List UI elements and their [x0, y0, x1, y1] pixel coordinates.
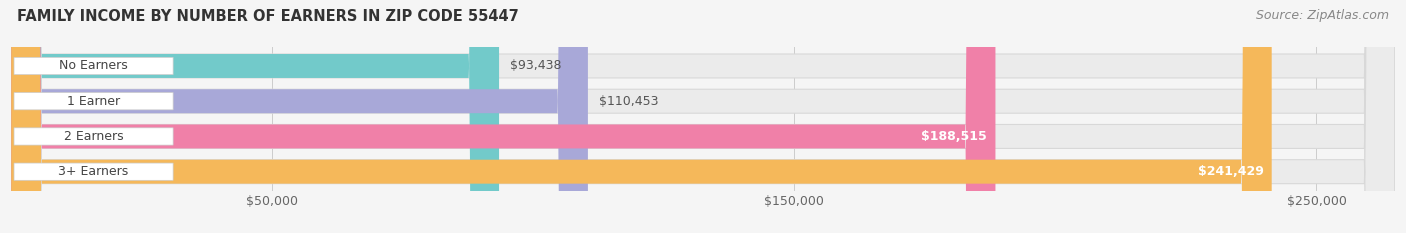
- FancyBboxPatch shape: [14, 93, 173, 110]
- FancyBboxPatch shape: [11, 0, 995, 233]
- Text: No Earners: No Earners: [59, 59, 128, 72]
- Text: 3+ Earners: 3+ Earners: [59, 165, 129, 178]
- Text: $188,515: $188,515: [921, 130, 987, 143]
- FancyBboxPatch shape: [11, 0, 1395, 233]
- FancyBboxPatch shape: [11, 0, 499, 233]
- FancyBboxPatch shape: [14, 128, 173, 145]
- FancyBboxPatch shape: [11, 0, 1395, 233]
- Text: $241,429: $241,429: [1198, 165, 1264, 178]
- Text: Source: ZipAtlas.com: Source: ZipAtlas.com: [1256, 9, 1389, 22]
- FancyBboxPatch shape: [11, 0, 1395, 233]
- FancyBboxPatch shape: [14, 163, 173, 180]
- Text: FAMILY INCOME BY NUMBER OF EARNERS IN ZIP CODE 55447: FAMILY INCOME BY NUMBER OF EARNERS IN ZI…: [17, 9, 519, 24]
- FancyBboxPatch shape: [11, 0, 1395, 233]
- FancyBboxPatch shape: [11, 0, 588, 233]
- Text: $93,438: $93,438: [510, 59, 561, 72]
- Text: $110,453: $110,453: [599, 95, 658, 108]
- Text: 1 Earner: 1 Earner: [67, 95, 120, 108]
- FancyBboxPatch shape: [11, 0, 1271, 233]
- FancyBboxPatch shape: [14, 57, 173, 75]
- Text: 2 Earners: 2 Earners: [63, 130, 124, 143]
